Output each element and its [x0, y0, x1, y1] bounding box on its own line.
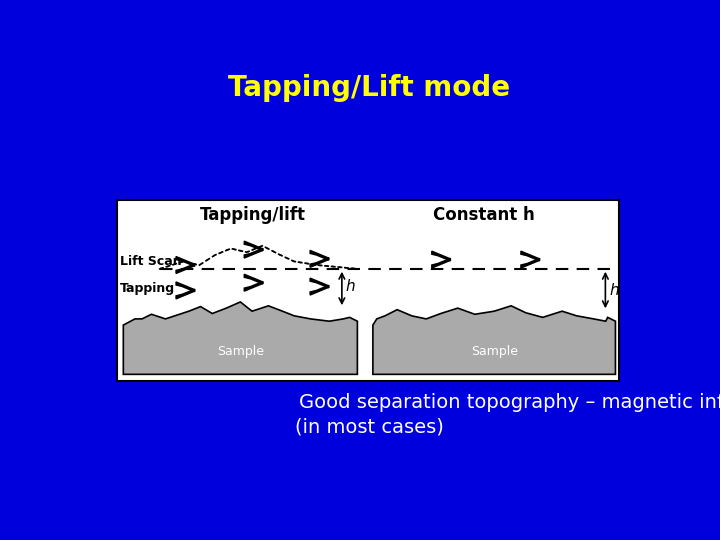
Text: Tapping: Tapping: [120, 281, 176, 295]
Text: Constant h: Constant h: [433, 206, 535, 224]
Polygon shape: [310, 251, 329, 260]
Text: h: h: [609, 282, 619, 298]
Polygon shape: [176, 282, 194, 292]
Polygon shape: [244, 248, 263, 258]
Polygon shape: [310, 285, 329, 295]
Polygon shape: [310, 278, 329, 288]
Polygon shape: [176, 256, 194, 266]
Text: Sample: Sample: [471, 345, 518, 357]
Text: Good separation topography – magnetic information: Good separation topography – magnetic in…: [300, 393, 720, 411]
Polygon shape: [521, 251, 539, 261]
Text: Tapping/Lift mode: Tapping/Lift mode: [228, 74, 510, 102]
Text: Sample: Sample: [217, 345, 264, 357]
Text: (in most cases): (in most cases): [294, 417, 444, 436]
Text: Tapping/lift: Tapping/lift: [199, 206, 306, 224]
Bar: [117, 200, 619, 381]
Polygon shape: [244, 281, 263, 291]
Polygon shape: [432, 258, 451, 268]
Polygon shape: [432, 251, 451, 261]
Polygon shape: [244, 241, 263, 251]
Polygon shape: [244, 274, 263, 284]
Polygon shape: [123, 302, 357, 374]
Text: h: h: [346, 279, 356, 294]
Polygon shape: [176, 264, 194, 273]
Polygon shape: [373, 306, 616, 374]
Polygon shape: [310, 258, 329, 267]
Polygon shape: [521, 258, 539, 268]
Polygon shape: [176, 289, 194, 299]
Text: Lift Scan: Lift Scan: [120, 255, 182, 268]
